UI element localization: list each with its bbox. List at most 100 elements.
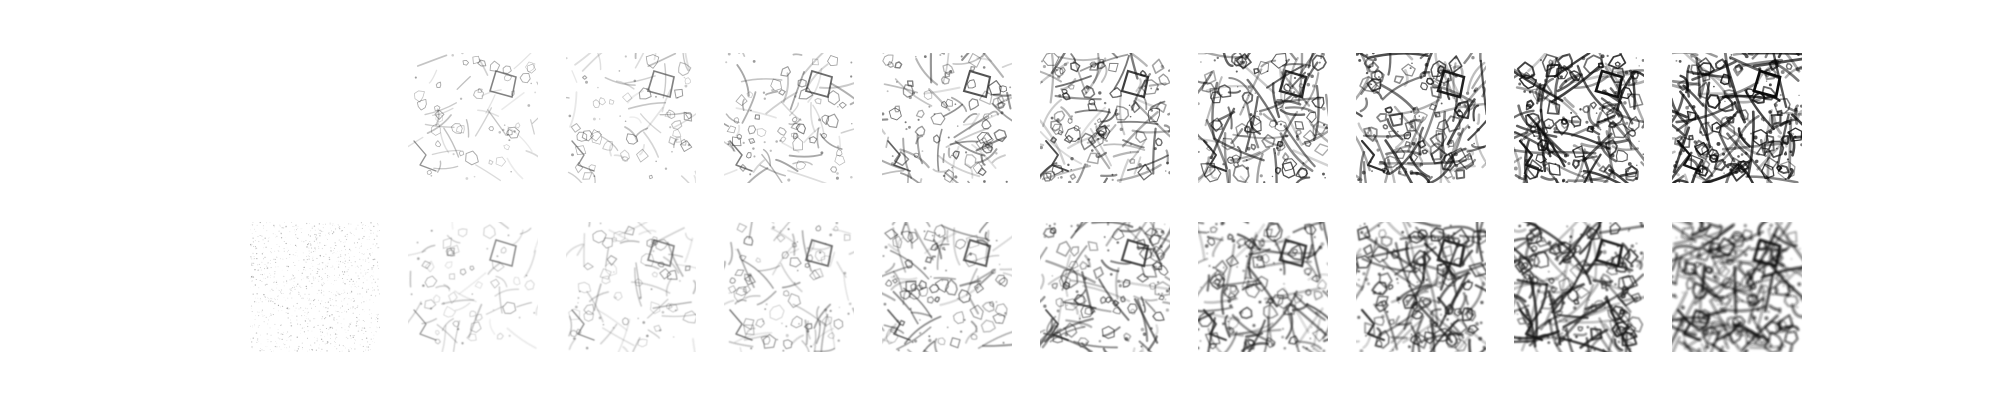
noise-speck [368, 236, 370, 238]
crack-line [634, 53, 637, 60]
noise-speck [330, 227, 331, 229]
noise-speck [266, 267, 268, 269]
noise-speck [265, 346, 266, 348]
noise-speck [348, 298, 350, 300]
noise-speck [309, 319, 311, 321]
tile-r2-c1 [250, 222, 380, 352]
crack-line [1514, 339, 1535, 343]
crack-line [1546, 54, 1569, 68]
junction [1285, 59, 1288, 62]
junction [674, 309, 677, 312]
cell-outline [1371, 281, 1388, 296]
junction [1357, 315, 1361, 319]
noise-speck [345, 249, 346, 251]
crack-line [988, 110, 1000, 116]
junction [1535, 78, 1537, 81]
noise-speck [343, 293, 345, 294]
junction [1784, 151, 1787, 153]
junction [995, 152, 998, 155]
noise-speck [362, 275, 364, 277]
crack-line [903, 287, 933, 319]
noise-speck [333, 284, 334, 285]
noise-speck [360, 268, 361, 270]
crack-line [566, 96, 570, 99]
crack-line [1167, 112, 1170, 116]
crack-line [981, 53, 986, 58]
crack-line [635, 127, 649, 138]
noise-speck [279, 225, 281, 227]
junction [1240, 60, 1243, 64]
crack-line [1598, 53, 1604, 66]
noise-speck [283, 331, 285, 333]
junction [1778, 254, 1782, 259]
junction [949, 69, 953, 73]
noise-speck [268, 301, 270, 303]
crack-line [1619, 171, 1638, 178]
cell-outline [1235, 122, 1249, 137]
crack-line [1291, 71, 1307, 88]
cell-outline [414, 90, 425, 103]
junction [1603, 118, 1607, 122]
noise-speck [335, 294, 337, 296]
noise-speck [304, 311, 306, 313]
noise-speck [267, 262, 269, 264]
junction [1754, 159, 1759, 164]
cell-outline [907, 231, 919, 244]
crack-line [1135, 78, 1142, 93]
junction [1398, 170, 1402, 175]
crack-line [1429, 319, 1436, 352]
crack-line [1152, 324, 1159, 337]
cell-outline [977, 167, 987, 177]
crack-line [624, 75, 656, 84]
noise-speck [346, 278, 348, 280]
cell-outline [583, 310, 594, 322]
junction [1252, 323, 1256, 328]
crack-line [1413, 222, 1442, 228]
junction [1124, 337, 1129, 341]
noise-speck [289, 319, 291, 321]
noise-speck [357, 324, 359, 326]
cell-outline [780, 66, 792, 77]
cell-outline [645, 54, 660, 69]
noise-speck [262, 315, 264, 317]
crack-line [1356, 340, 1360, 343]
crack-line [1364, 126, 1373, 137]
noise-speck [321, 283, 323, 285]
junction [1763, 334, 1765, 336]
noise-speck [352, 306, 354, 308]
crack-line [1046, 315, 1057, 333]
junction [1779, 342, 1784, 347]
junction [525, 274, 528, 277]
junction [1600, 54, 1605, 59]
cell-outline [1295, 129, 1302, 136]
noise-speck [300, 330, 302, 331]
crack-line [1672, 83, 1692, 92]
crack-line [1300, 71, 1320, 111]
noise-speck [362, 296, 363, 298]
junction [459, 97, 463, 100]
junction [1442, 83, 1446, 87]
junction [1452, 176, 1456, 180]
junction [1090, 149, 1094, 152]
noise-speck [256, 301, 257, 303]
crack-line [882, 292, 896, 302]
texture-2-10 [1672, 222, 1802, 352]
cell-outline [1535, 235, 1549, 248]
noise-speck [324, 223, 326, 225]
crack-line [752, 159, 765, 173]
crack-line [780, 262, 803, 293]
junction [1717, 303, 1719, 306]
crack-line [1286, 307, 1301, 352]
crack-line [1277, 97, 1322, 105]
noise-speck [343, 227, 345, 228]
junction [1365, 53, 1369, 57]
junction [1712, 274, 1717, 279]
junction [655, 160, 657, 163]
junction [1259, 112, 1263, 116]
junction [1697, 228, 1701, 231]
noise-speck [335, 252, 337, 254]
crack-line [1690, 53, 1702, 63]
junction [1543, 252, 1546, 255]
cell-outline [1362, 243, 1374, 256]
crack-line [1441, 64, 1448, 78]
